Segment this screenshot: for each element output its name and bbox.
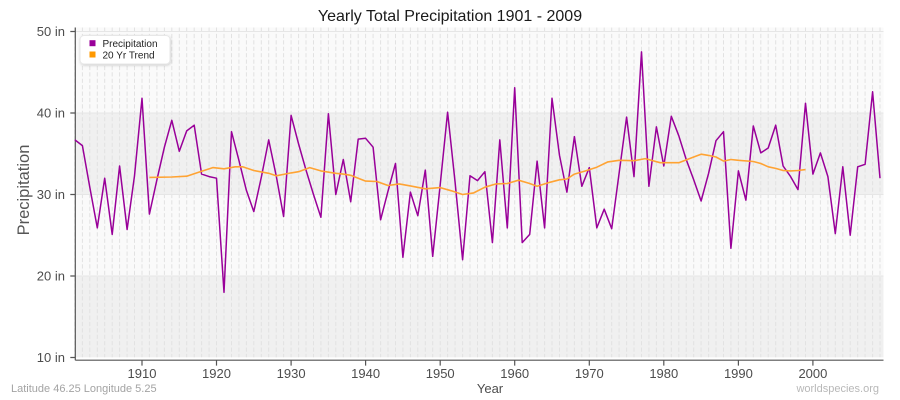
svg-text:1970: 1970 <box>575 366 604 381</box>
svg-text:1990: 1990 <box>724 366 753 381</box>
svg-text:Precipitation: Precipitation <box>103 39 158 50</box>
svg-text:1960: 1960 <box>500 366 529 381</box>
svg-text:20 in: 20 in <box>37 269 65 284</box>
svg-text:1910: 1910 <box>128 366 157 381</box>
svg-text:40 in: 40 in <box>37 106 65 121</box>
svg-text:1920: 1920 <box>202 366 231 381</box>
svg-text:Yearly Total Precipitation 190: Yearly Total Precipitation 1901 - 2009 <box>318 8 582 25</box>
svg-text:1980: 1980 <box>649 366 678 381</box>
svg-text:20 Yr Trend: 20 Yr Trend <box>103 50 155 61</box>
svg-text:1950: 1950 <box>426 366 455 381</box>
svg-text:1940: 1940 <box>351 366 380 381</box>
svg-text:50 in: 50 in <box>37 24 65 39</box>
svg-text:Year: Year <box>477 381 504 396</box>
svg-text:Precipitation: Precipitation <box>15 145 33 236</box>
svg-text:worldspecies.org: worldspecies.org <box>795 383 879 395</box>
svg-text:1930: 1930 <box>277 366 306 381</box>
svg-text:2000: 2000 <box>798 366 827 381</box>
svg-text:10 in: 10 in <box>37 350 65 365</box>
svg-text:Latitude 46.25 Longitude 5.25: Latitude 46.25 Longitude 5.25 <box>11 383 157 395</box>
svg-text:30 in: 30 in <box>37 187 65 202</box>
